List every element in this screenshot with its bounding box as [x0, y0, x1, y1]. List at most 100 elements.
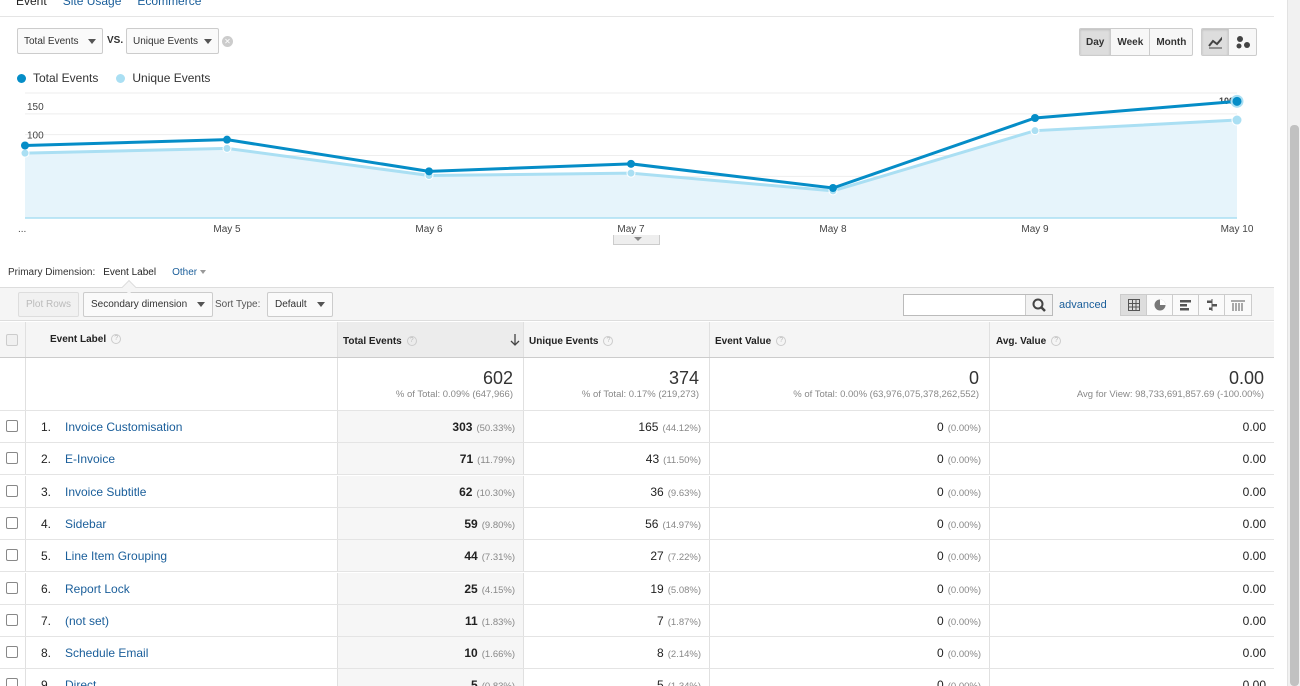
- totals-total-events: 602 % of Total: 0.09% (647,966): [338, 358, 524, 410]
- header-label: Unique Events: [529, 336, 599, 347]
- event-label-link[interactable]: Sidebar: [65, 516, 107, 531]
- total-events-percent: (0.83%): [482, 681, 515, 686]
- event-value-value: 0: [937, 484, 944, 499]
- event-value-value: 0: [937, 646, 944, 661]
- secondary-dimension-select[interactable]: Secondary dimension: [83, 292, 214, 317]
- header-unique-events[interactable]: Unique Events?: [524, 322, 710, 357]
- avg-value: 0.00: [1242, 678, 1266, 686]
- unique-events-cell: 7 (1.87%): [524, 604, 710, 636]
- line-chart-button[interactable]: [1202, 29, 1229, 55]
- collapse-chart-handle[interactable]: [613, 235, 660, 245]
- row-checkbox[interactable]: [6, 678, 18, 686]
- row-checkbox-cell: [0, 669, 26, 686]
- comparison-icon: [1206, 299, 1217, 311]
- row-checkbox[interactable]: [6, 549, 18, 562]
- unique-events-cell: 8 (2.14%): [524, 637, 710, 669]
- tab-site-usage[interactable]: Site Usage: [62, 0, 122, 8]
- row-checkbox[interactable]: [6, 452, 18, 465]
- tab-ecommerce[interactable]: Ecommerce: [137, 0, 202, 8]
- event-value-cell: 0(0.00%): [710, 572, 990, 604]
- event-label-link[interactable]: (not set): [65, 613, 110, 628]
- row-checkbox[interactable]: [6, 420, 18, 432]
- avg-value-cell: 0.00: [990, 508, 1274, 539]
- event-value-value: 0: [937, 581, 944, 596]
- avg-value: 0.00: [1242, 420, 1266, 434]
- header-event-value[interactable]: Event Value?: [710, 322, 990, 357]
- event-label-cell: 4. Sidebar: [26, 507, 338, 539]
- comparison-view-button[interactable]: [1199, 295, 1225, 315]
- clear-comparison-icon[interactable]: ✕: [222, 36, 233, 47]
- unique-events-percent: (44.12%): [662, 423, 701, 434]
- legend-item-unique-events[interactable]: Unique Events: [116, 71, 210, 85]
- help-icon[interactable]: ?: [1051, 336, 1062, 347]
- performance-view-button[interactable]: [1173, 295, 1199, 315]
- day-button[interactable]: Day: [1080, 29, 1112, 55]
- event-label-link[interactable]: Line Item Grouping: [65, 549, 168, 564]
- total-value: 374: [668, 368, 699, 388]
- row-checkbox[interactable]: [6, 516, 18, 529]
- help-icon[interactable]: ?: [406, 336, 417, 347]
- row-checkbox[interactable]: [6, 646, 18, 659]
- row-checkbox-cell: [0, 411, 26, 442]
- header-checkbox-cell: [0, 322, 26, 357]
- advanced-filter-link[interactable]: advanced: [1059, 299, 1107, 311]
- row-checkbox[interactable]: [6, 484, 18, 497]
- event-label-link[interactable]: E-Invoice: [65, 452, 116, 467]
- total-events-cell: 62 (10.30%): [338, 475, 524, 507]
- row-number: 4.: [41, 516, 52, 531]
- tab-event[interactable]: Event: [16, 0, 47, 8]
- avg-value: 0.00: [1242, 549, 1266, 564]
- plot-rows-button[interactable]: Plot Rows: [18, 292, 80, 317]
- row-checkbox-cell: [0, 540, 26, 572]
- motion-chart-button[interactable]: [1229, 29, 1256, 55]
- row-checkbox[interactable]: [6, 613, 18, 626]
- totals-event-value: 0 % of Total: 0.00% (63,976,075,378,262,…: [710, 358, 990, 410]
- primary-metric-select[interactable]: Total Events: [17, 28, 103, 54]
- event-label-link[interactable]: Schedule Email: [65, 646, 149, 661]
- primary-dimension-current[interactable]: Event Label: [103, 267, 157, 278]
- primary-dimension-label: Primary Dimension:: [8, 267, 96, 278]
- event-label-link[interactable]: Direct: [65, 678, 97, 686]
- secondary-metric-select[interactable]: Unique Events: [126, 28, 219, 54]
- search-icon: [1032, 298, 1046, 312]
- vs-label: VS.: [107, 35, 124, 46]
- primary-dimension-other[interactable]: Other: [172, 267, 206, 278]
- header-event-label[interactable]: Event Label?: [26, 322, 338, 357]
- bar-chart-icon: [1179, 300, 1191, 311]
- y-axis-tick-label: 100: [27, 131, 44, 142]
- month-button[interactable]: Month: [1156, 36, 1187, 48]
- total-events-cell: 10 (1.66%): [338, 637, 524, 669]
- week-button[interactable]: Week: [1111, 29, 1151, 55]
- header-avg-value[interactable]: Avg. Value?: [990, 322, 1274, 357]
- help-icon[interactable]: ?: [603, 336, 614, 347]
- sort-type-select[interactable]: Default: [267, 292, 333, 317]
- event-label-link[interactable]: Invoice Subtitle: [65, 484, 147, 499]
- total-caption: % of Total: 0.00% (63,976,075,378,262,55…: [793, 389, 979, 400]
- legend-item-total-events[interactable]: Total Events: [17, 71, 98, 85]
- total-events-percent: (1.83%): [481, 616, 515, 628]
- page-scrollbar[interactable]: [1287, 0, 1300, 686]
- pivot-view-button[interactable]: [1225, 295, 1251, 315]
- total-events-value: 44: [464, 549, 478, 564]
- event-value-cell: 0(0.00%): [710, 669, 990, 686]
- chart-type-toggle: [1201, 28, 1257, 56]
- unique-events-percent: (1.34%): [668, 681, 701, 686]
- select-all-checkbox[interactable]: [6, 334, 18, 346]
- help-icon[interactable]: ?: [111, 334, 122, 345]
- event-value-value: 0: [937, 420, 944, 434]
- sort-type-label: Sort Type:: [215, 299, 261, 310]
- event-label-link[interactable]: Report Lock: [65, 581, 130, 596]
- event-value-value: 0: [937, 516, 944, 531]
- pie-view-button[interactable]: [1147, 295, 1173, 315]
- scrollbar-thumb[interactable]: [1290, 125, 1299, 686]
- search-button[interactable]: [1025, 295, 1052, 315]
- table-row: 3. Invoice Subtitle 62 (10.30%) 36 (9.63%) 0 (0…: [0, 475, 1274, 508]
- data-table-view-button[interactable]: [1121, 295, 1147, 315]
- event-label-link[interactable]: Invoice Customisation: [65, 420, 183, 434]
- help-icon[interactable]: ?: [776, 336, 787, 347]
- total-value: 0: [968, 368, 979, 388]
- header-total-events[interactable]: Total Events?: [338, 322, 524, 357]
- search-input[interactable]: [904, 295, 1025, 315]
- row-checkbox[interactable]: [6, 581, 18, 594]
